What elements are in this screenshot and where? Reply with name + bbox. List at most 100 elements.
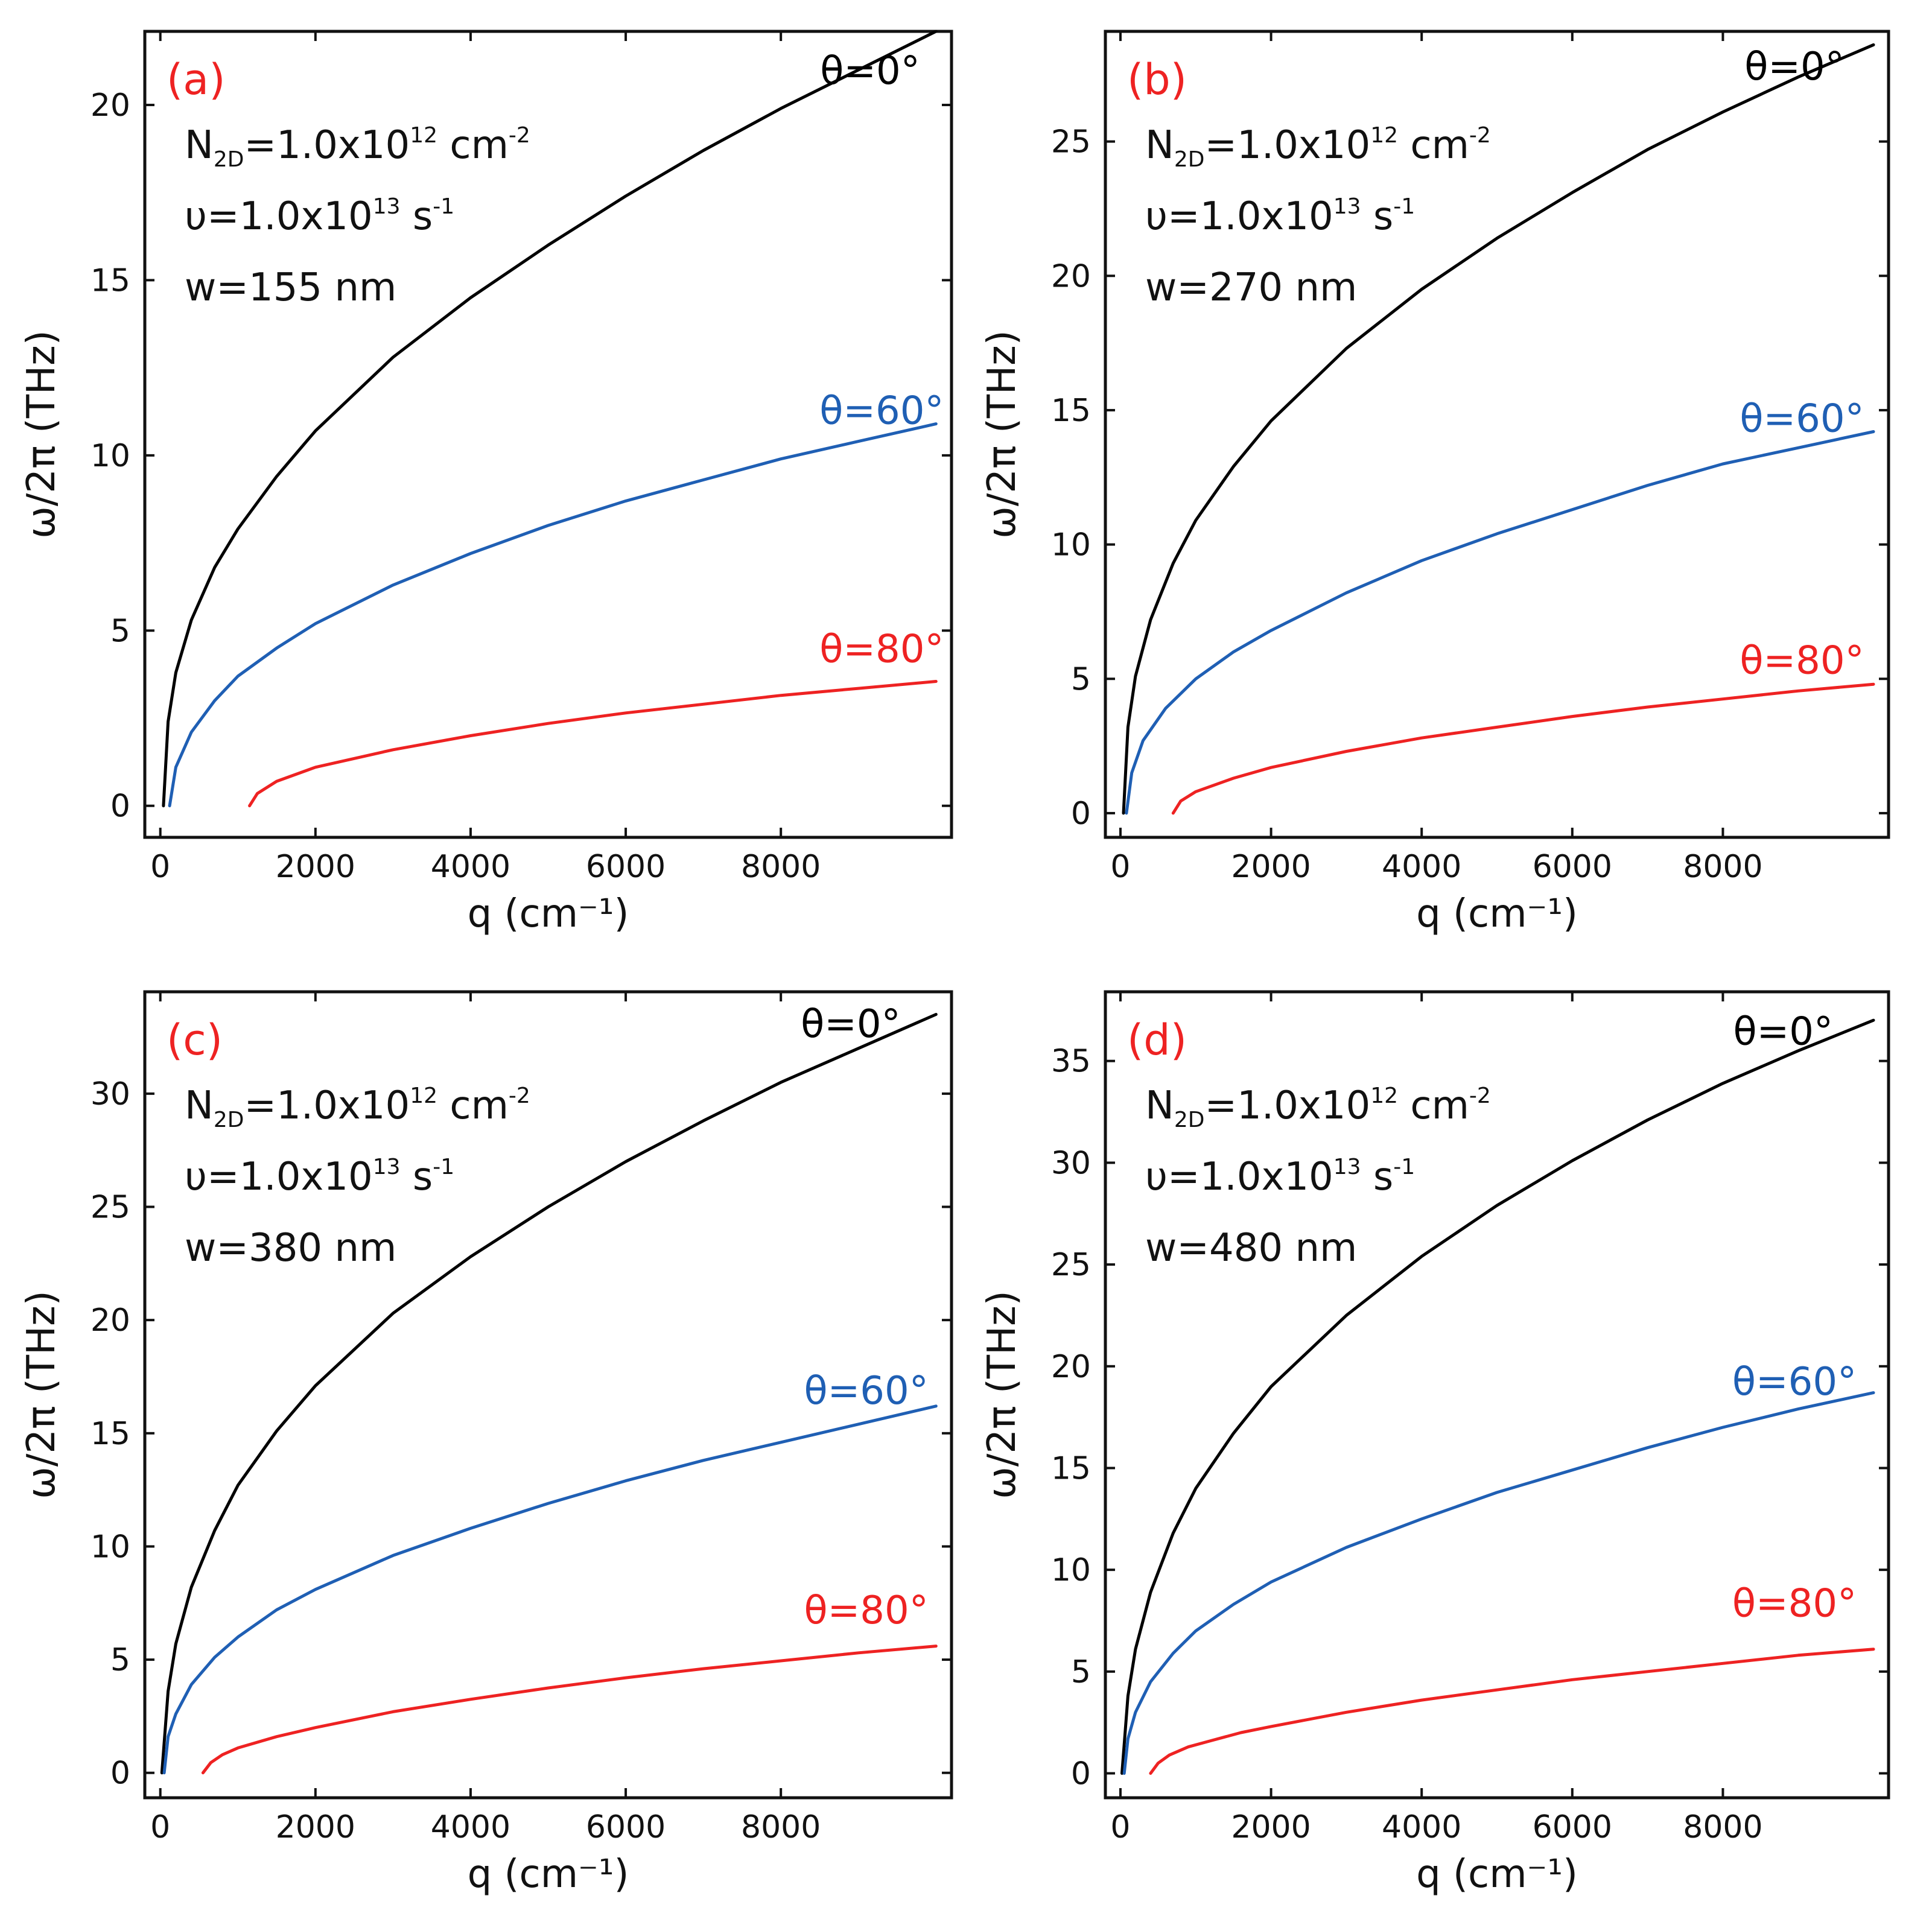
x-axis-label: q (cm⁻¹)	[468, 1852, 629, 1897]
plot-frame	[1104, 990, 1890, 1800]
y-tick-label: 0	[110, 788, 130, 825]
x-tick-label: 4000	[431, 849, 510, 885]
y-tick-label: 10	[1051, 527, 1091, 563]
panel-label: (d)	[1127, 1015, 1187, 1065]
x-tick-label: 2000	[276, 849, 355, 885]
series-line-theta0	[160, 1013, 938, 1775]
x-tick-label: 4000	[431, 1809, 510, 1845]
annotation-collision-rate: υ=1.0x1013 s-1	[1145, 194, 1415, 239]
plot-frame	[143, 30, 953, 839]
y-tick-label: 5	[1071, 1654, 1091, 1690]
x-tick-label: 8000	[741, 1809, 821, 1845]
curve-label-theta60: θ=60°	[1740, 397, 1864, 442]
panel-label: (c)	[167, 1015, 223, 1065]
x-tick-label: 8000	[741, 849, 821, 885]
x-axis-label: q (cm⁻¹)	[1416, 892, 1578, 936]
annotation-width: w=270 nm	[1145, 265, 1357, 310]
annotation-density: N2D=1.0x1012 cm-2	[185, 1083, 530, 1132]
annotation-width: w=155 nm	[185, 265, 396, 310]
x-tick-label: 2000	[276, 1809, 355, 1845]
y-tick-label: 0	[1071, 1756, 1091, 1792]
y-axis-label: ω/2π (THz)	[980, 330, 1025, 539]
series-line-theta80	[1149, 1648, 1875, 1775]
y-tick-label: 0	[1071, 796, 1091, 832]
x-tick-label: 8000	[1683, 849, 1762, 885]
y-tick-label: 5	[110, 613, 130, 649]
x-tick-label: 8000	[1683, 1809, 1762, 1845]
y-tick-label: 15	[91, 262, 130, 299]
panel-1: 0 2000 4000 6000 8000 0 5 10 15 20 q (cm⁻¹) ω/2π (T…	[19, 30, 953, 936]
y-tick-label: 10	[91, 438, 130, 474]
x-tick-label: 0	[150, 849, 170, 885]
annotation-density: N2D=1.0x1012 cm-2	[1145, 1083, 1491, 1132]
y-tick-label: 30	[91, 1076, 130, 1112]
curve-label-theta60: θ=60°	[1732, 1360, 1857, 1404]
y-tick-label: 20	[1051, 258, 1091, 294]
y-tick-label: 15	[1051, 393, 1091, 429]
x-tick-label: 4000	[1382, 1809, 1461, 1845]
x-tick-label: 4000	[1382, 849, 1461, 885]
x-axis-label: q (cm⁻¹)	[1416, 1852, 1578, 1897]
annotation-density: N2D=1.0x1012 cm-2	[1145, 123, 1491, 172]
series-line-theta80	[248, 680, 938, 808]
x-axis-label: q (cm⁻¹)	[468, 892, 629, 936]
y-axis-label: ω/2π (THz)	[19, 1290, 64, 1499]
panel-2: 0 2000 4000 6000 8000 0 5 10 15 20 25 q (cm⁻¹) ω/2π …	[980, 30, 1890, 936]
x-tick-label: 6000	[586, 849, 666, 885]
y-tick-label: 15	[91, 1416, 130, 1452]
annotation-width: w=380 nm	[185, 1226, 396, 1270]
panel-3: 0 2000 4000 6000 8000 0 5 10 15 20 25 30 q (cm⁻¹) ω/2…	[19, 990, 953, 1897]
series-line-theta80	[201, 1645, 938, 1775]
curve-label-theta60: θ=60°	[819, 389, 944, 434]
y-tick-label: 15	[1051, 1450, 1091, 1486]
curve-label-theta80: θ=80°	[1732, 1582, 1857, 1626]
x-tick-label: 2000	[1231, 1809, 1311, 1845]
series-line-theta0	[1122, 43, 1875, 815]
series-line-theta60	[1122, 1391, 1875, 1775]
panel-label: (b)	[1127, 55, 1187, 104]
y-axis-label: ω/2π (THz)	[980, 1290, 1025, 1499]
curve-label-theta80: θ=80°	[804, 1588, 928, 1633]
series-line-theta80	[1171, 682, 1875, 815]
x-tick-label: 6000	[1533, 1809, 1612, 1845]
y-tick-label: 25	[91, 1190, 130, 1226]
y-tick-label: 35	[1051, 1044, 1091, 1080]
series-line-theta60	[1125, 430, 1875, 815]
x-tick-label: 6000	[586, 1809, 666, 1845]
curve-label-theta0: θ=0°	[1733, 1010, 1834, 1055]
series-line-theta0	[1120, 1018, 1875, 1775]
series-line-theta60	[168, 422, 938, 808]
plot-frame	[1104, 30, 1890, 839]
curve-label-theta0: θ=0°	[1744, 45, 1845, 89]
series-line-theta60	[162, 1404, 938, 1775]
annotation-width: w=480 nm	[1145, 1226, 1357, 1270]
y-tick-label: 0	[110, 1756, 130, 1792]
y-tick-label: 10	[91, 1529, 130, 1565]
curve-label-theta60: θ=60°	[804, 1369, 928, 1413]
y-tick-label: 5	[1071, 661, 1091, 697]
y-tick-label: 20	[1051, 1349, 1091, 1385]
y-tick-label: 25	[1051, 124, 1091, 160]
x-tick-label: 0	[1110, 1809, 1130, 1845]
panel-label: (a)	[167, 55, 226, 104]
annotation-collision-rate: υ=1.0x1013 s-1	[185, 194, 454, 239]
y-tick-label: 10	[1051, 1552, 1091, 1588]
y-tick-label: 5	[110, 1642, 130, 1678]
curve-label-theta0: θ=0°	[820, 49, 920, 94]
annotation-collision-rate: υ=1.0x1013 s-1	[185, 1155, 454, 1199]
y-tick-label: 30	[1051, 1145, 1091, 1181]
curve-label-theta80: θ=80°	[819, 627, 944, 672]
y-tick-label: 20	[91, 87, 130, 124]
y-tick-label: 25	[1051, 1247, 1091, 1283]
curve-label-theta0: θ=0°	[801, 1002, 901, 1047]
x-tick-label: 2000	[1231, 849, 1311, 885]
x-tick-label: 0	[150, 1809, 170, 1845]
annotation-collision-rate: υ=1.0x1013 s-1	[1145, 1155, 1415, 1199]
series-line-theta0	[162, 30, 938, 808]
x-tick-label: 6000	[1533, 849, 1612, 885]
y-axis-label: ω/2π (THz)	[19, 330, 64, 539]
annotation-density: N2D=1.0x1012 cm-2	[185, 123, 530, 172]
plot-frame	[143, 990, 953, 1800]
x-tick-label: 0	[1110, 849, 1130, 885]
